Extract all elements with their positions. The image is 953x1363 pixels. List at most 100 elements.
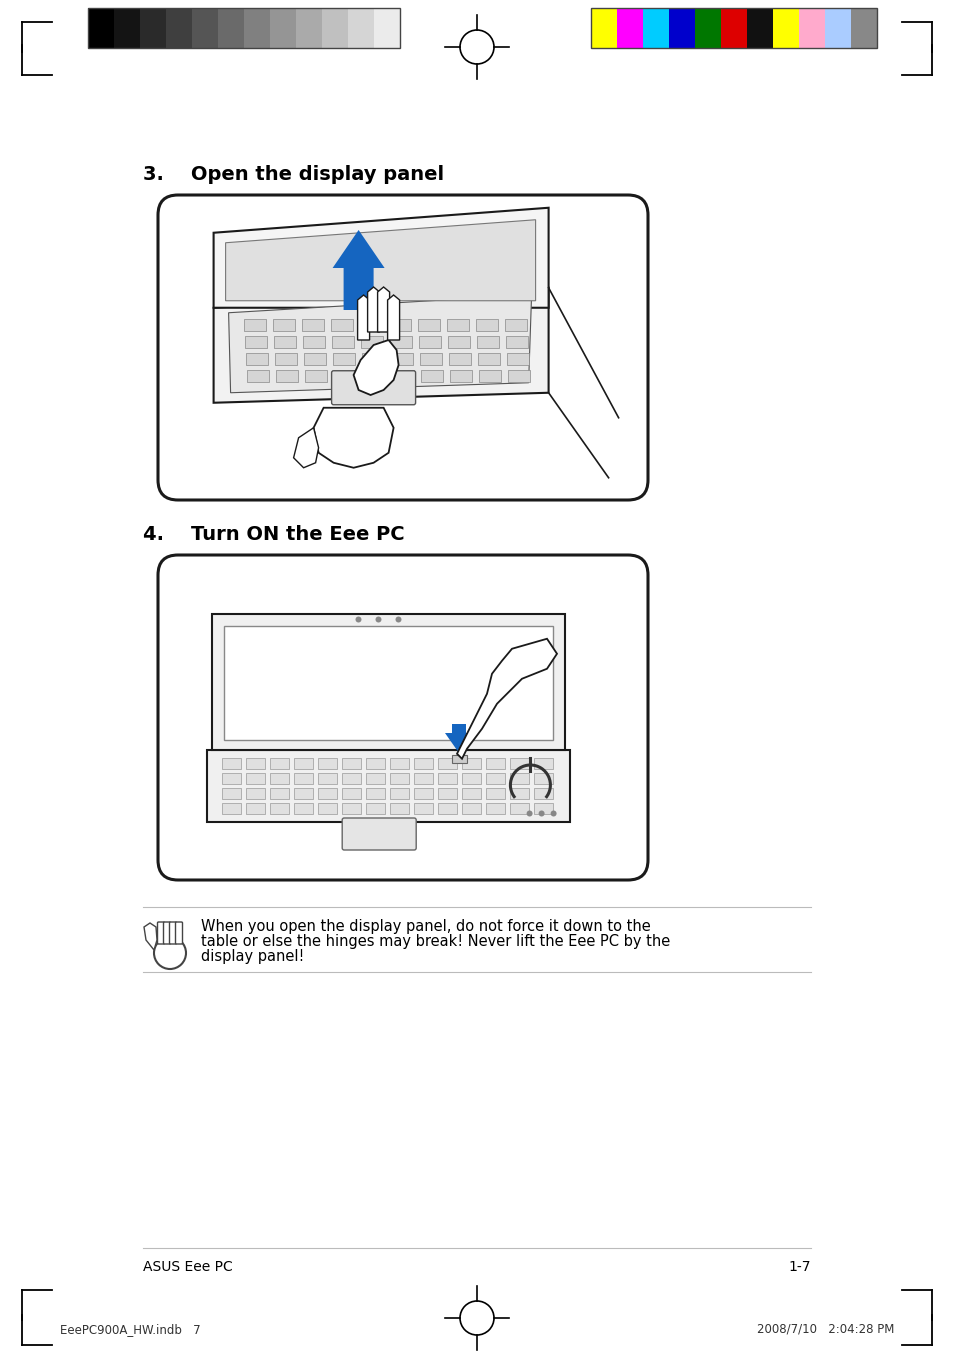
Polygon shape — [367, 288, 379, 333]
Bar — [414, 788, 433, 799]
Bar — [317, 758, 336, 769]
Bar — [341, 758, 360, 769]
Bar — [390, 788, 409, 799]
Bar — [746, 8, 772, 48]
Bar — [270, 758, 289, 769]
Bar — [391, 369, 414, 382]
Text: table or else the hinges may break! Never lift the Eee PC by the: table or else the hinges may break! Neve… — [201, 934, 670, 949]
Bar — [534, 773, 553, 784]
Bar — [485, 773, 504, 784]
Polygon shape — [207, 750, 569, 822]
Bar — [218, 8, 244, 48]
Bar — [420, 369, 442, 382]
Text: 1-7: 1-7 — [788, 1259, 810, 1274]
Polygon shape — [144, 923, 157, 950]
Bar — [341, 788, 360, 799]
Bar — [301, 319, 323, 331]
Bar — [476, 319, 497, 331]
Bar — [850, 8, 876, 48]
Bar — [510, 773, 529, 784]
Bar — [485, 803, 504, 814]
Text: EeePC900A_HW.indb   7: EeePC900A_HW.indb 7 — [60, 1323, 200, 1336]
Polygon shape — [377, 288, 389, 333]
Bar — [419, 353, 441, 365]
Polygon shape — [333, 230, 384, 309]
Bar — [246, 758, 265, 769]
Bar — [414, 773, 433, 784]
Bar — [294, 803, 313, 814]
Bar — [88, 8, 399, 48]
Bar — [414, 758, 433, 769]
Bar — [222, 803, 241, 814]
Circle shape — [355, 616, 361, 623]
Bar — [668, 8, 695, 48]
Bar — [437, 803, 456, 814]
Bar — [617, 8, 642, 48]
Bar — [294, 773, 313, 784]
Bar — [510, 788, 529, 799]
Bar — [507, 369, 529, 382]
Text: When you open the display panel, do not force it down to the: When you open the display panel, do not … — [201, 919, 650, 934]
Bar — [244, 335, 266, 348]
Bar — [113, 8, 140, 48]
Bar — [390, 773, 409, 784]
Bar — [361, 353, 383, 365]
Bar — [331, 319, 353, 331]
Polygon shape — [456, 639, 557, 759]
Bar — [341, 773, 360, 784]
Bar — [478, 369, 500, 382]
Bar — [461, 758, 480, 769]
Bar — [452, 755, 467, 763]
Text: ASUS Eee PC: ASUS Eee PC — [143, 1259, 233, 1274]
Bar — [246, 788, 265, 799]
Polygon shape — [387, 294, 399, 339]
Bar — [476, 335, 498, 348]
Bar — [224, 626, 552, 740]
Circle shape — [395, 616, 401, 623]
Bar — [824, 8, 850, 48]
Bar — [303, 353, 325, 365]
Bar — [348, 8, 374, 48]
Bar — [417, 319, 439, 331]
Bar — [449, 369, 471, 382]
Bar — [274, 353, 296, 365]
Bar — [366, 788, 385, 799]
Bar — [390, 803, 409, 814]
Polygon shape — [294, 428, 318, 468]
FancyBboxPatch shape — [170, 921, 176, 945]
Polygon shape — [314, 408, 394, 468]
Bar — [695, 8, 720, 48]
Bar — [504, 319, 526, 331]
Bar — [642, 8, 668, 48]
Circle shape — [550, 811, 556, 816]
FancyBboxPatch shape — [157, 921, 164, 945]
Bar — [437, 758, 456, 769]
Bar — [140, 8, 166, 48]
Bar — [461, 788, 480, 799]
Bar — [88, 8, 113, 48]
Text: 4.    Turn ON the Eee PC: 4. Turn ON the Eee PC — [143, 525, 404, 544]
Bar — [245, 353, 268, 365]
Bar — [461, 803, 480, 814]
Bar — [270, 803, 289, 814]
FancyBboxPatch shape — [158, 555, 647, 880]
Bar — [246, 369, 269, 382]
Bar — [720, 8, 746, 48]
FancyBboxPatch shape — [342, 818, 416, 851]
Bar — [447, 335, 469, 348]
Bar — [448, 353, 470, 365]
Bar — [270, 788, 289, 799]
Bar — [246, 803, 265, 814]
Bar — [275, 369, 297, 382]
Polygon shape — [225, 219, 535, 301]
FancyBboxPatch shape — [175, 921, 182, 945]
Text: display panel!: display panel! — [201, 949, 304, 964]
Bar — [388, 319, 410, 331]
Bar — [437, 788, 456, 799]
FancyBboxPatch shape — [158, 195, 647, 500]
Bar — [477, 353, 499, 365]
Polygon shape — [357, 294, 369, 339]
Bar — [772, 8, 799, 48]
Bar — [390, 758, 409, 769]
Bar — [360, 335, 382, 348]
